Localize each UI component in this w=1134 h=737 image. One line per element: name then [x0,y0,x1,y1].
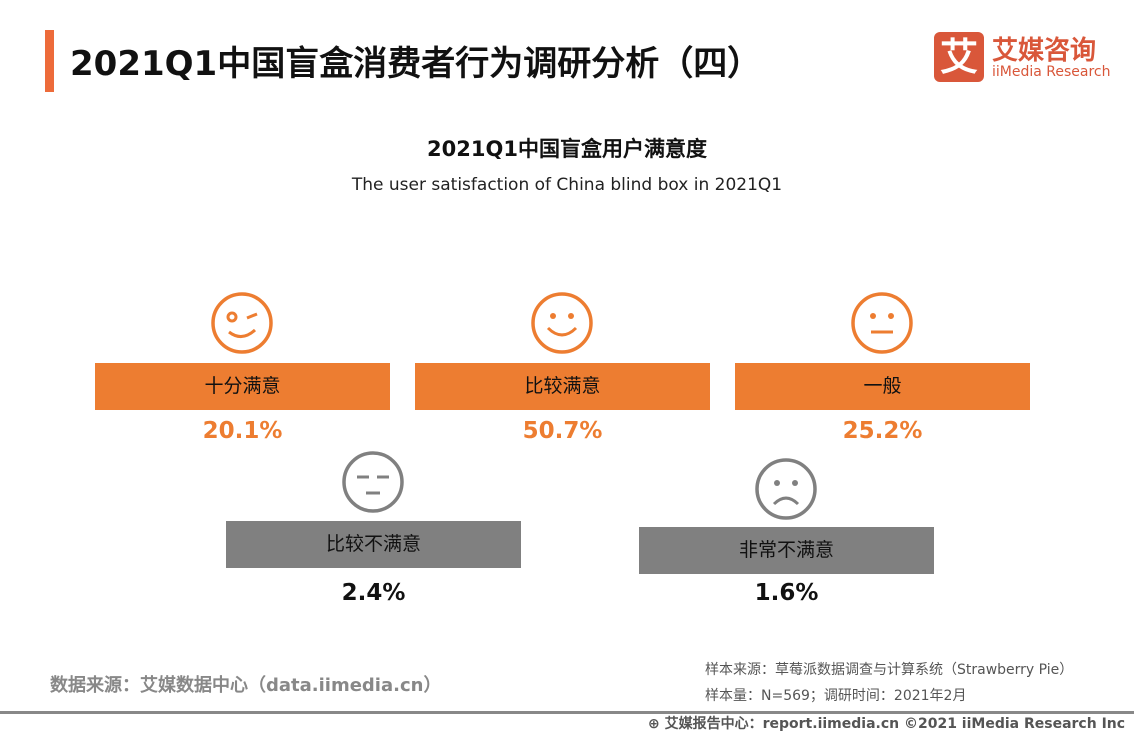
data-source: 数据来源：艾媒数据中心（data.iimedia.cn） [50,675,442,696]
wink-face-icon [209,290,275,356]
value-label: 2.4% [341,580,406,606]
chart-title: 2021Q1中国盲盒用户满意度 [427,137,707,161]
page-title: 2021Q1中国盲盒消费者行为调研分析（四） [70,44,762,84]
copyright-text: 艾媒报告中心：report.iimedia.cn ©2021 iiMedia R… [664,716,1126,732]
sad-face-icon [753,456,819,522]
category-label: 比较满意 [415,363,710,410]
footer-divider [0,711,1134,714]
title-accent-stripe [45,30,54,92]
sample-source: 样本来源：草莓派数据调查与计算系统（Strawberry Pie） [705,662,1074,678]
logo-en: iiMedia Research [992,64,1111,80]
value-label: 1.6% [754,580,819,606]
logo-cn: 艾媒咨询 [992,36,1097,66]
value-label: 50.7% [522,418,603,444]
category-label: 一般 [735,363,1030,410]
value-label: 25.2% [842,418,923,444]
chart-subtitle: The user satisfaction of China blind box… [351,175,783,195]
logo: 艾 艾媒咨询 iiMedia Research [934,32,1114,84]
category-label: 十分满意 [95,363,390,410]
category-label: 比较不满意 [226,521,521,568]
smile-face-icon [529,290,595,356]
category-label: 非常不满意 [639,527,934,574]
sleepy-face-icon [340,449,406,515]
copyright: ⊕ 艾媒报告中心：report.iimedia.cn ©2021 iiMedia… [648,713,1125,733]
value-label: 20.1% [202,418,283,444]
sample-size: 样本量：N=569；调研时间：2021年2月 [705,688,967,704]
logo-mark: 艾 [934,32,984,82]
globe-icon: ⊕ [648,716,665,732]
neutral-face-icon [849,290,915,356]
